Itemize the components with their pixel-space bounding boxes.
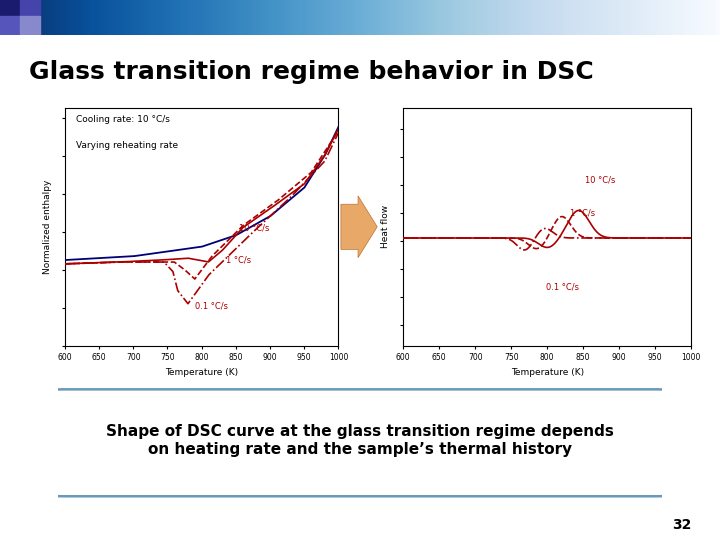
FancyBboxPatch shape [45, 389, 675, 496]
Text: Glass transition regime behavior in DSC: Glass transition regime behavior in DSC [29, 60, 593, 84]
Bar [0, 16, 20, 35]
Text: 0.1 °C/s: 0.1 °C/s [194, 301, 228, 310]
Bar [20, 0, 40, 16]
Text: Varying reheating rate: Varying reheating rate [76, 141, 178, 150]
X-axis label: Temperature (K): Temperature (K) [510, 368, 584, 377]
Text: 32: 32 [672, 518, 691, 532]
Y-axis label: Heat flow: Heat flow [381, 205, 390, 248]
Text: Shape of DSC curve at the glass transition regime depends
on heating rate and th: Shape of DSC curve at the glass transiti… [106, 424, 614, 457]
Bar [20, 16, 40, 35]
Text: 1 °C/s: 1 °C/s [225, 256, 251, 265]
Bar [0, 0, 20, 16]
Text: 0.1 °C/s: 0.1 °C/s [546, 283, 579, 292]
Text: 10 °C/s: 10 °C/s [239, 224, 269, 233]
Text: 10 °C/s: 10 °C/s [585, 175, 615, 184]
Text: Cooling rate: 10 °C/s: Cooling rate: 10 °C/s [76, 115, 170, 124]
Text: 1 °C/s: 1 °C/s [570, 208, 595, 218]
FancyArrow shape [341, 196, 377, 258]
X-axis label: Temperature (K): Temperature (K) [165, 368, 238, 377]
Y-axis label: Normalized enthalpy: Normalized enthalpy [42, 180, 52, 274]
